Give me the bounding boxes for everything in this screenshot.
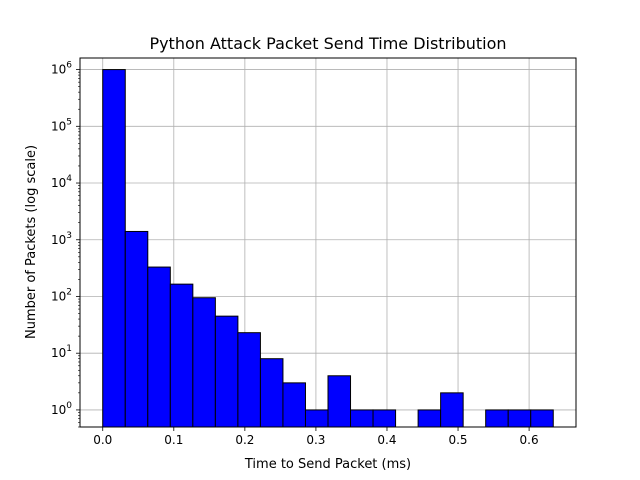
x-tick-label-6: 0.6	[520, 433, 539, 447]
histogram-bar-15	[440, 392, 464, 428]
histogram-bar-4	[192, 297, 216, 428]
histogram-bar-19	[530, 409, 554, 428]
histogram-bar-18	[507, 409, 532, 428]
x-tick-label-1: 0.1	[164, 433, 183, 447]
x-tick-label-2: 0.2	[235, 433, 254, 447]
histogram-bar-3	[169, 283, 194, 428]
histogram-bar-2	[147, 266, 171, 428]
y-tick-label-6: 106	[51, 61, 72, 77]
histogram-bar-17	[485, 409, 509, 428]
histogram-bar-7	[259, 358, 284, 428]
tick-layer: 0.0 0.1 0.2 0.3 0.4 0.5 0.6 100 101 102 103 104 105 1…	[51, 61, 539, 447]
histogram-bar-1	[124, 230, 149, 428]
x-tick-label-4: 0.4	[377, 433, 396, 447]
chart-title: Python Attack Packet Send Time Distribut…	[149, 34, 506, 53]
y-tick-label-1: 101	[51, 344, 72, 360]
y-tick-label-2: 102	[51, 287, 72, 303]
histogram-bar-8	[282, 382, 306, 428]
y-tick-label-3: 103	[51, 231, 72, 247]
histogram-bar-0	[102, 69, 126, 428]
y-axis-label: Number of Packets (log scale)	[24, 145, 39, 339]
y-tick-label-5: 105	[51, 117, 72, 133]
histogram-bar-14	[417, 409, 442, 428]
x-axis-label: Time to Send Packet (ms)	[244, 457, 411, 472]
y-tick-label-4: 104	[51, 174, 72, 190]
x-tick-label-5: 0.5	[448, 433, 467, 447]
y-tick-label-0: 100	[51, 401, 72, 417]
histogram-bar-10	[327, 375, 352, 428]
histogram-bar-9	[304, 409, 329, 428]
histogram-bar-11	[350, 409, 374, 428]
x-tick-label-3: 0.3	[306, 433, 325, 447]
histogram-bar-12	[372, 409, 397, 428]
histogram-bar-5	[214, 315, 239, 428]
x-tick-label-0: 0.0	[93, 433, 112, 447]
histogram-bar-6	[237, 332, 261, 428]
